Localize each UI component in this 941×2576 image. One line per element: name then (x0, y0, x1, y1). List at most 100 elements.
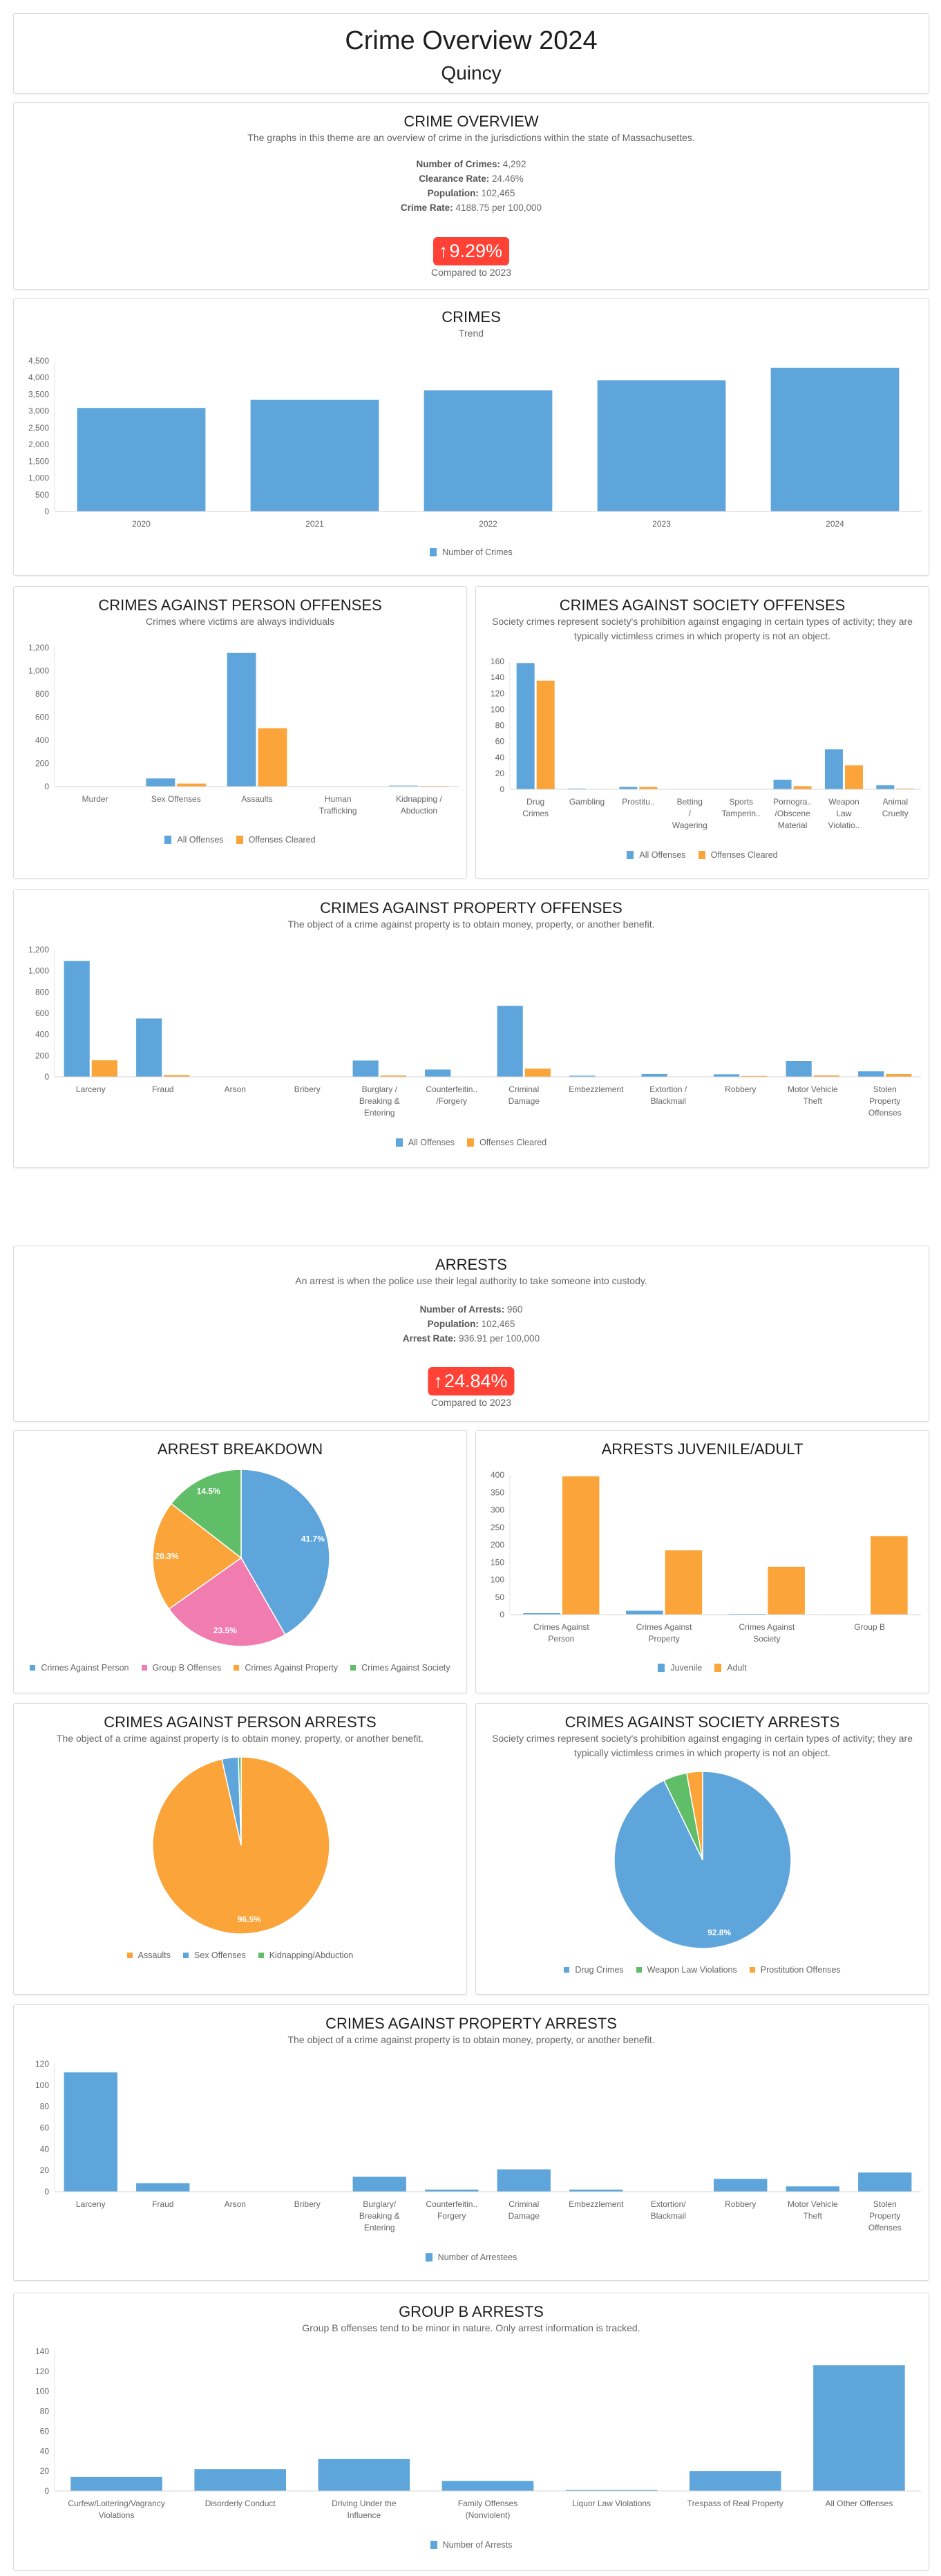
legend-swatch (627, 851, 634, 859)
bar[interactable] (419, 785, 449, 787)
bar[interactable] (524, 1069, 551, 1077)
bar[interactable] (786, 2186, 839, 2192)
bar[interactable] (619, 787, 638, 789)
bar[interactable] (497, 1006, 523, 1077)
bar[interactable] (258, 728, 287, 787)
bar[interactable] (565, 2490, 658, 2491)
legend-item[interactable]: Number of Crimes (430, 547, 513, 557)
legend-item[interactable]: Number of Arrests (430, 2540, 512, 2550)
bar[interactable] (497, 2169, 551, 2192)
x-tick-label: Embezzlement (569, 1084, 624, 1094)
chart-legend: Juvenile Adult (476, 1663, 929, 1673)
bar[interactable] (250, 399, 379, 511)
bar[interactable] (714, 1074, 740, 1077)
bar[interactable] (523, 1613, 560, 1615)
bar[interactable] (424, 390, 553, 511)
y-tick-label: 0 (44, 507, 49, 516)
legend-item[interactable]: Group B Offenses (141, 1663, 221, 1673)
legend-item[interactable]: Juvenile (658, 1663, 702, 1673)
bar[interactable] (91, 1060, 117, 1077)
legend-swatch (126, 1953, 133, 1958)
chart-header: CRIMES AGAINST PERSON OFFENSES Crimes whe… (21, 596, 459, 629)
bar[interactable] (793, 786, 812, 789)
bar[interactable] (741, 1075, 768, 1077)
bar[interactable] (77, 408, 206, 511)
bar[interactable] (177, 783, 207, 787)
bar[interactable] (714, 2179, 768, 2192)
bar[interactable] (886, 1074, 912, 1077)
pie-slice[interactable] (168, 1557, 286, 1647)
bar[interactable] (639, 787, 658, 789)
stat-line: Population: 102,465 (14, 1317, 929, 1331)
legend-item[interactable]: Weapon Law Violations (636, 1965, 737, 1975)
legend-item[interactable]: Assaults (126, 1950, 171, 1960)
bar[interactable] (813, 2365, 905, 2491)
bar[interactable] (768, 1566, 805, 1615)
bar[interactable] (786, 1061, 812, 1077)
legend-item[interactable]: All Offenses (395, 1138, 455, 1147)
bar[interactable] (844, 765, 863, 789)
bar[interactable] (146, 778, 175, 787)
bar[interactable] (441, 2481, 534, 2491)
bar[interactable] (136, 1018, 162, 1077)
bar[interactable] (813, 1075, 839, 1077)
bar[interactable] (516, 663, 535, 789)
change-note: Compared to 2023 (431, 267, 511, 278)
legend-item[interactable]: Crimes Against Person (30, 1663, 129, 1673)
y-tick-label: 350 (491, 1487, 504, 1497)
legend-item[interactable]: Sex Offenses (182, 1950, 246, 1960)
bar[interactable] (871, 1536, 908, 1615)
legend-item[interactable]: Kidnapping/Abduction (258, 1950, 353, 1960)
bar[interactable] (562, 1476, 600, 1615)
pie-slice[interactable] (152, 1503, 243, 1610)
legend-item[interactable]: Crimes Against Property (234, 1663, 338, 1673)
bar[interactable] (352, 1060, 379, 1077)
bar[interactable] (164, 1075, 190, 1077)
bar[interactable] (318, 2459, 410, 2491)
bar[interactable] (64, 2072, 117, 2192)
legend-item[interactable]: All Offenses (164, 835, 224, 845)
legend-item[interactable]: Prostitution Offenses (749, 1965, 841, 1975)
legend-item[interactable]: Offenses Cleared (698, 850, 778, 860)
legend-item[interactable]: Crimes Against Society (350, 1663, 450, 1673)
legend-item[interactable]: Drug Crimes (564, 1965, 624, 1975)
bar[interactable] (626, 1610, 663, 1615)
bar[interactable] (389, 785, 418, 787)
bar[interactable] (770, 368, 900, 511)
pie-slice[interactable] (170, 1469, 242, 1559)
bar[interactable] (824, 749, 843, 789)
bar[interactable] (665, 1550, 703, 1615)
legend-item[interactable]: Offenses Cleared (236, 835, 316, 845)
pie-slice[interactable] (240, 1469, 330, 1636)
bar[interactable] (597, 380, 726, 511)
x-tick-label: Counterfeitin.. Forgery (426, 2199, 477, 2221)
bar[interactable] (569, 2189, 623, 2192)
bar[interactable] (380, 1075, 406, 1077)
pie-slice[interactable] (238, 1756, 242, 1846)
bar[interactable] (641, 1074, 667, 1077)
y-tick-label: 60 (495, 737, 505, 746)
chart-header: ARRESTS JUVENILE/ADULT (483, 1440, 922, 1458)
legend-item[interactable]: Offenses Cleared (467, 1138, 546, 1147)
pie-slice[interactable] (685, 1771, 703, 1861)
bar[interactable] (690, 2471, 781, 2491)
bar[interactable] (876, 785, 895, 789)
bar[interactable] (728, 1613, 766, 1615)
bar[interactable] (858, 2172, 912, 2192)
bar[interactable] (70, 2476, 162, 2491)
legend-item[interactable]: Adult (714, 1663, 747, 1673)
legend-item[interactable]: All Offenses (627, 850, 686, 860)
x-tick-label: Betting / Wagering (672, 797, 707, 830)
bar[interactable] (352, 2177, 406, 2192)
legend-item[interactable]: Number of Arrestees (425, 2253, 517, 2262)
bar[interactable] (425, 1069, 451, 1077)
bar[interactable] (194, 2469, 286, 2491)
bar[interactable] (569, 1075, 596, 1077)
bar[interactable] (425, 2189, 479, 2192)
bar[interactable] (136, 2183, 190, 2192)
bar[interactable] (773, 780, 792, 789)
bar[interactable] (227, 652, 256, 787)
bar[interactable] (858, 1071, 884, 1077)
bar[interactable] (64, 961, 90, 1077)
bar[interactable] (536, 680, 555, 789)
